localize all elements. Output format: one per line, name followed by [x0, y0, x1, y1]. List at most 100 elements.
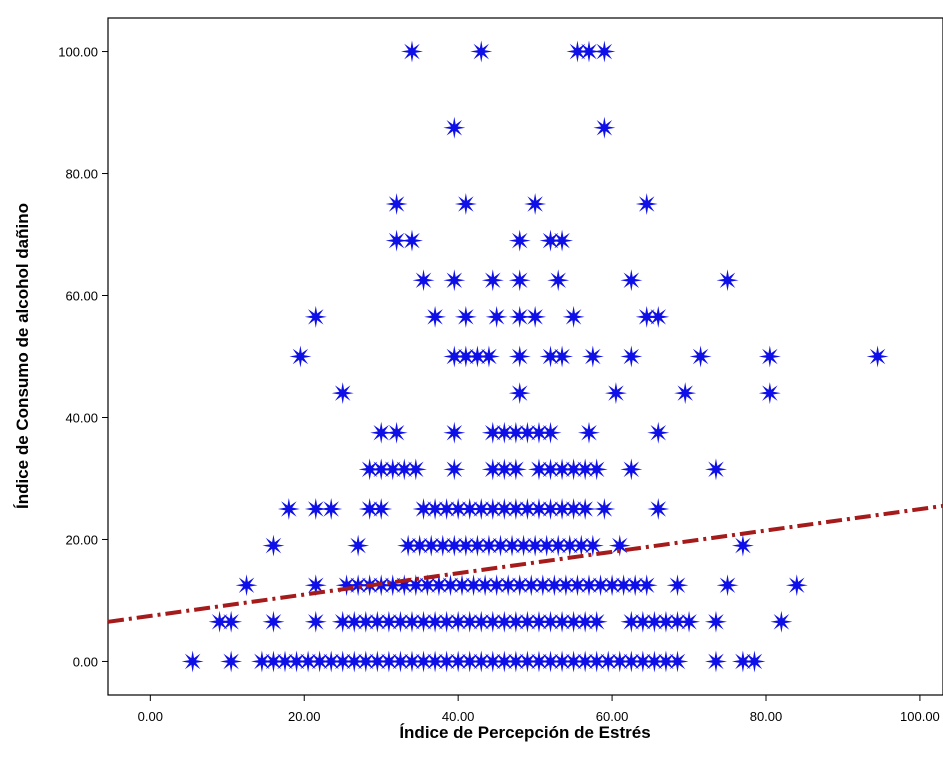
data-point — [235, 574, 258, 597]
data-point — [370, 421, 393, 444]
data-point — [400, 40, 423, 63]
data-point — [304, 497, 327, 520]
data-point — [577, 421, 600, 444]
data-point — [666, 650, 689, 673]
data-point — [770, 610, 793, 633]
data-point — [524, 193, 547, 216]
data-point — [370, 497, 393, 520]
y-tick-label: 80.00 — [65, 167, 98, 182]
data-point — [220, 610, 243, 633]
data-point — [508, 229, 531, 252]
data-point — [508, 382, 531, 405]
data-point — [385, 229, 408, 252]
data-point — [604, 382, 627, 405]
data-point — [704, 458, 727, 481]
fit-line — [107, 503, 943, 624]
data-point — [481, 269, 504, 292]
data-point — [678, 610, 701, 633]
x-axis-title: Índice de Percepción de Estrés — [399, 723, 650, 742]
data-point — [539, 421, 562, 444]
y-axis-ticks: 0.00 20.00 40.00 60.00 80.00 100.00 — [58, 45, 108, 669]
data-point — [443, 116, 466, 139]
data-point — [577, 40, 600, 63]
data-point — [647, 421, 670, 444]
data-point — [593, 116, 616, 139]
y-axis-title: Índice de Consumo de alcohol dañino — [13, 203, 32, 509]
data-point — [385, 193, 408, 216]
data-point — [412, 269, 435, 292]
data-point — [454, 193, 477, 216]
data-point — [716, 269, 739, 292]
data-point — [508, 305, 531, 328]
data-point — [400, 229, 423, 252]
data-point — [785, 574, 808, 597]
data-point — [704, 650, 727, 673]
y-tick-label: 100.00 — [58, 45, 98, 60]
data-point — [635, 193, 658, 216]
data-points — [181, 40, 889, 673]
x-axis-ticks: 0.00 20.00 40.00 60.00 80.00 100.00 — [138, 695, 940, 724]
data-point — [574, 497, 597, 520]
data-point — [477, 345, 500, 368]
data-point — [585, 458, 608, 481]
data-point — [347, 534, 370, 557]
data-point — [262, 534, 285, 557]
data-point — [547, 269, 570, 292]
x-tick-label: 100.00 — [900, 709, 940, 724]
data-point — [443, 421, 466, 444]
data-point — [181, 650, 204, 673]
data-point — [289, 345, 312, 368]
data-point — [508, 269, 531, 292]
data-point — [581, 345, 604, 368]
data-point — [277, 497, 300, 520]
data-point — [551, 229, 574, 252]
data-point — [485, 305, 508, 328]
data-point — [866, 345, 889, 368]
data-point — [743, 650, 766, 673]
data-point — [731, 534, 754, 557]
data-point — [404, 458, 427, 481]
data-point — [424, 305, 447, 328]
data-point — [220, 650, 243, 673]
data-point — [674, 382, 697, 405]
y-tick-label: 60.00 — [65, 289, 98, 304]
data-point — [443, 458, 466, 481]
x-tick-label: 80.00 — [750, 709, 783, 724]
data-point — [593, 497, 616, 520]
data-point — [716, 574, 739, 597]
data-point — [470, 40, 493, 63]
data-point — [635, 574, 658, 597]
y-tick-label: 0.00 — [73, 654, 98, 669]
data-point — [666, 574, 689, 597]
x-tick-label: 20.00 — [288, 709, 321, 724]
data-point — [647, 497, 670, 520]
data-point — [620, 458, 643, 481]
y-tick-label: 40.00 — [65, 410, 98, 425]
data-point — [304, 305, 327, 328]
data-point — [320, 497, 343, 520]
data-point — [758, 382, 781, 405]
data-point — [524, 305, 547, 328]
data-point — [620, 345, 643, 368]
data-point — [620, 269, 643, 292]
data-point — [508, 345, 531, 368]
data-point — [562, 305, 585, 328]
x-tick-label: 0.00 — [138, 709, 163, 724]
data-point — [758, 345, 781, 368]
data-point — [304, 610, 327, 633]
data-point — [443, 269, 466, 292]
data-point — [593, 40, 616, 63]
x-tick-label: 60.00 — [596, 709, 629, 724]
data-point — [585, 610, 608, 633]
data-point — [704, 610, 727, 633]
data-point — [331, 382, 354, 405]
data-point — [262, 610, 285, 633]
data-point — [551, 345, 574, 368]
data-point — [454, 305, 477, 328]
data-point — [504, 458, 527, 481]
data-point — [581, 534, 604, 557]
data-point — [689, 345, 712, 368]
data-point — [647, 305, 670, 328]
y-tick-label: 20.00 — [65, 532, 98, 547]
